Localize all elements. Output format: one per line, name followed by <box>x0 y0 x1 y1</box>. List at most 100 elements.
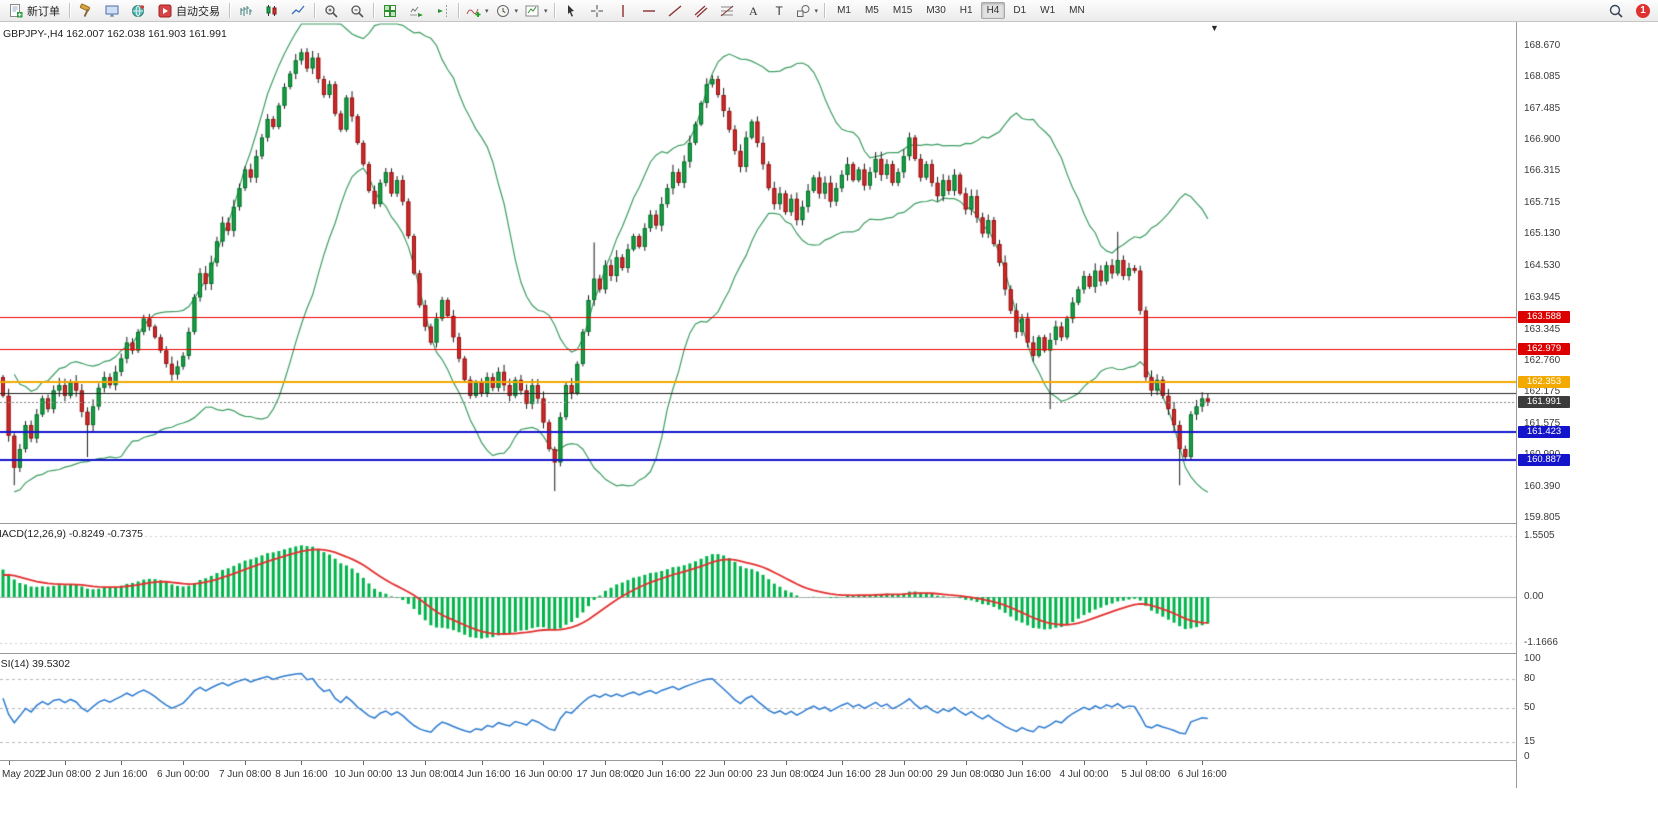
macd-canvas[interactable] <box>0 523 1516 653</box>
price-tag: 162.979 <box>1518 343 1570 355</box>
price-axis-label: 166.900 <box>1524 134 1561 146</box>
timeframe-button-m15[interactable]: M15 <box>892 5 913 16</box>
metaeditor-icon[interactable] <box>73 0 99 22</box>
time-axis-label: 22 Jun 00:00 <box>694 769 753 780</box>
label-tool-icon[interactable]: T <box>766 0 792 22</box>
time-axis-label: 8 Jun 16:00 <box>275 769 328 780</box>
chevron-down-icon: ▾ <box>544 7 548 15</box>
tile-windows-icon[interactable] <box>377 0 403 22</box>
time-axis-tick <box>8 761 10 765</box>
main-chart-canvas[interactable] <box>0 22 1516 523</box>
toolbar-separator <box>824 3 826 18</box>
price-axis-label: 159.805 <box>1524 512 1561 523</box>
rsi-axis-label: 15 <box>1524 736 1536 748</box>
time-axis-tick <box>841 761 843 765</box>
auto-scroll-icon[interactable] <box>403 0 429 22</box>
timeframe-button-m30[interactable]: M30 <box>926 5 946 16</box>
new-order-button[interactable]: 新订单 <box>2 0 66 22</box>
autotrading-icon <box>158 4 172 17</box>
indicators-icon[interactable]: ▾ <box>462 0 492 22</box>
price-axis-label: 165.715 <box>1524 197 1561 209</box>
toolbar-right-area: 1 <box>1603 0 1658 22</box>
timeframe-button-m5[interactable]: M5 <box>864 5 879 16</box>
fibonacci-icon[interactable] <box>714 0 740 22</box>
bar-chart-icon[interactable] <box>233 0 259 22</box>
price-axis-label: 166.315 <box>1524 165 1561 177</box>
autotrading-label: 自动交易 <box>176 5 220 18</box>
shapes-icon[interactable]: ▾ <box>792 0 822 22</box>
chevron-down-icon: ▾ <box>814 7 819 15</box>
chevron-down-icon: ▾ <box>485 7 489 15</box>
rsi-axis-label: 100 <box>1524 653 1541 664</box>
zoom-in-icon[interactable] <box>318 0 344 22</box>
time-axis-label: 2 Jun 16:00 <box>95 769 148 780</box>
chart-window: ▼ GBPJPY-,H4 162.007 162.038 161.903 161… <box>0 22 1577 828</box>
price-tag: 163.588 <box>1518 310 1570 323</box>
time-axis-tick <box>121 761 123 765</box>
zoom-out-icon[interactable] <box>344 0 370 22</box>
price-axis-label: 164.530 <box>1524 260 1561 272</box>
time-axis-label: 13 Jun 08:00 <box>396 769 455 780</box>
trendline-icon[interactable] <box>662 0 688 22</box>
time-axis-tick <box>1022 761 1024 765</box>
time-axis-tick <box>785 761 787 765</box>
toolbar-separator <box>69 3 70 18</box>
rsi-axis-label: 0 <box>1524 751 1530 762</box>
autotrading-button[interactable]: 自动交易 <box>151 0 226 22</box>
time-axis-label: 17 Jun 08:00 <box>576 769 635 780</box>
timeframe-button-h1[interactable]: H1 <box>959 5 973 16</box>
time-axis[interactable]: May 2022 1 Jun 08:00 2 Jun 16:00 6 Jun 00:0… <box>0 760 1576 789</box>
toolbar-separator <box>553 3 555 18</box>
macd-axis-label: 0.00 <box>1524 591 1544 603</box>
timeframe-button-mn[interactable]: MN <box>1069 5 1085 16</box>
price-tag: 160.887 <box>1518 454 1570 467</box>
time-axis-tick <box>363 761 365 765</box>
time-axis-label: 1 Jun 08:00 <box>38 769 92 780</box>
time-axis-tick <box>481 761 483 765</box>
time-axis-tick <box>301 761 303 765</box>
crosshair-icon[interactable] <box>584 0 610 22</box>
chart-shift-icon[interactable] <box>429 0 455 22</box>
macd-label: MACD(12,26,9) -0.8249 -0.7375 <box>0 528 143 540</box>
timeframe-button-d1[interactable]: D1 <box>1013 5 1027 16</box>
toolbar-separator <box>229 3 230 18</box>
chart-shift-marker[interactable]: ▼ <box>1210 23 1219 33</box>
horizontal-line-icon[interactable] <box>636 0 662 22</box>
vertical-line-icon[interactable] <box>610 0 636 22</box>
search-icon[interactable] <box>1603 0 1629 22</box>
terminal-icon[interactable] <box>99 0 125 22</box>
timeframe-button-m1[interactable]: M1 <box>837 5 851 16</box>
rsi-axis-label: 50 <box>1524 702 1536 713</box>
price-axis-column[interactable]: 168.670 168.085 167.485 166.900 166.315 165.7… <box>1516 22 1577 788</box>
notification-badge[interactable]: 1 <box>1636 3 1650 18</box>
price-axis-label: 168.085 <box>1524 71 1561 83</box>
candlestick-chart-icon[interactable] <box>259 0 285 22</box>
time-axis-tick <box>1202 761 1204 765</box>
timeframe-button-w1[interactable]: W1 <box>1040 5 1056 16</box>
timeframe-button-h4[interactable]: H4 <box>980 2 1006 19</box>
time-axis-label: 28 Jun 00:00 <box>874 769 933 780</box>
time-axis-label: 16 Jun 00:00 <box>514 769 573 780</box>
time-axis-label: 10 Jun 00:00 <box>334 769 393 780</box>
time-axis-tick <box>183 761 185 765</box>
market-watch-icon[interactable] <box>125 0 151 22</box>
templates-icon[interactable]: ▾ <box>521 0 551 22</box>
channel-icon[interactable] <box>688 0 714 22</box>
time-axis-tick <box>425 761 427 765</box>
toolbar-separator <box>314 3 315 18</box>
time-axis-tick <box>1083 761 1085 765</box>
macd-axis-label: -1.1666 <box>1524 637 1558 648</box>
cursor-icon[interactable] <box>558 0 584 22</box>
periods-icon[interactable]: ▾ <box>492 0 522 22</box>
line-chart-icon[interactable] <box>285 0 311 22</box>
svg-text:T: T <box>775 4 783 18</box>
panel-separator[interactable] <box>0 653 1576 654</box>
time-axis-tick <box>903 761 905 765</box>
time-axis-label: 20 Jun 16:00 <box>632 769 691 780</box>
rsi-label: RSI(14) 39.5302 <box>0 658 71 670</box>
text-tool-icon[interactable]: A <box>740 0 766 22</box>
price-tag: 161.991 <box>1518 395 1570 408</box>
panel-separator[interactable] <box>0 523 1576 524</box>
time-axis-label: May 2022 <box>2 769 46 780</box>
rsi-canvas[interactable] <box>0 653 1516 760</box>
